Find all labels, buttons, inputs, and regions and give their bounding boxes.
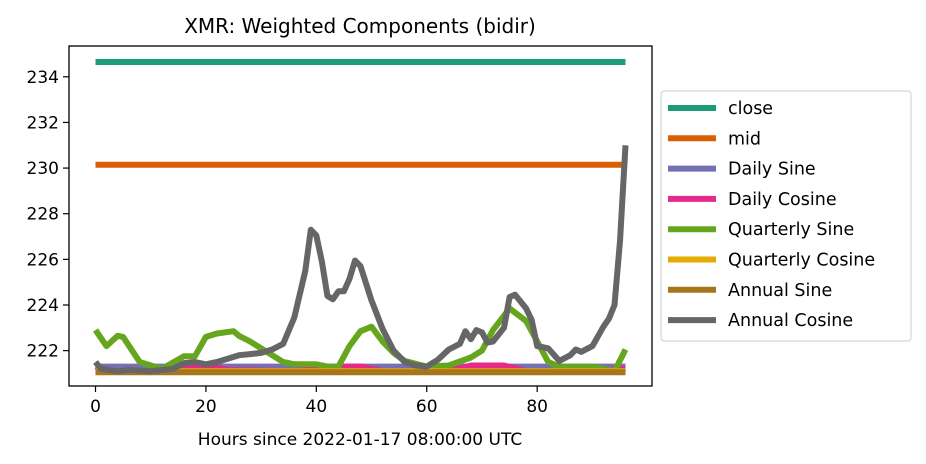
legend-frame xyxy=(660,90,912,342)
y-tick-label: 224 xyxy=(27,296,59,316)
series-layer xyxy=(93,59,629,376)
y-tick-label: 222 xyxy=(27,342,59,362)
legend-label-5: Quarterly Cosine xyxy=(728,251,875,271)
x-tick-label: 60 xyxy=(416,397,438,417)
y-tick-label: 232 xyxy=(27,113,59,133)
legend-label-7: Annual Cosine xyxy=(728,311,853,331)
x-tick-label: 20 xyxy=(195,397,217,417)
series-line-4 xyxy=(93,305,629,375)
y-tick-label: 234 xyxy=(27,68,59,88)
legend-label-3: Daily Cosine xyxy=(728,190,837,210)
legend: close mid Daily Sine Daily Cosine Quarterly … xyxy=(660,90,912,342)
plot-frame xyxy=(68,45,653,387)
series-line-7 xyxy=(93,145,629,375)
legend-label-2: Daily Sine xyxy=(728,160,816,180)
legend-label-0: close xyxy=(728,99,773,119)
legend-label-4: Quarterly Sine xyxy=(728,220,854,240)
y-tick-label: 230 xyxy=(27,159,59,179)
legend-items: close mid Daily Sine Daily Cosine Quarterly … xyxy=(668,99,875,331)
x-axis-ticks: 0 20 40 60 80 xyxy=(90,386,548,417)
y-tick-label: 228 xyxy=(27,205,59,225)
legend-label-6: Annual Sine xyxy=(728,281,832,301)
legend-label-1: mid xyxy=(728,129,761,149)
x-tick-label: 0 xyxy=(90,397,101,417)
y-tick-label: 226 xyxy=(27,250,59,270)
x-tick-label: 80 xyxy=(526,397,548,417)
chart-title: XMR: Weighted Components (bidir) xyxy=(184,14,536,38)
x-axis-label: Hours since 2022-01-17 08:00:00 UTC xyxy=(198,430,522,450)
y-axis-ticks: 222 224 226 228 230 232 234 xyxy=(27,68,69,362)
x-tick-label: 40 xyxy=(306,397,328,417)
